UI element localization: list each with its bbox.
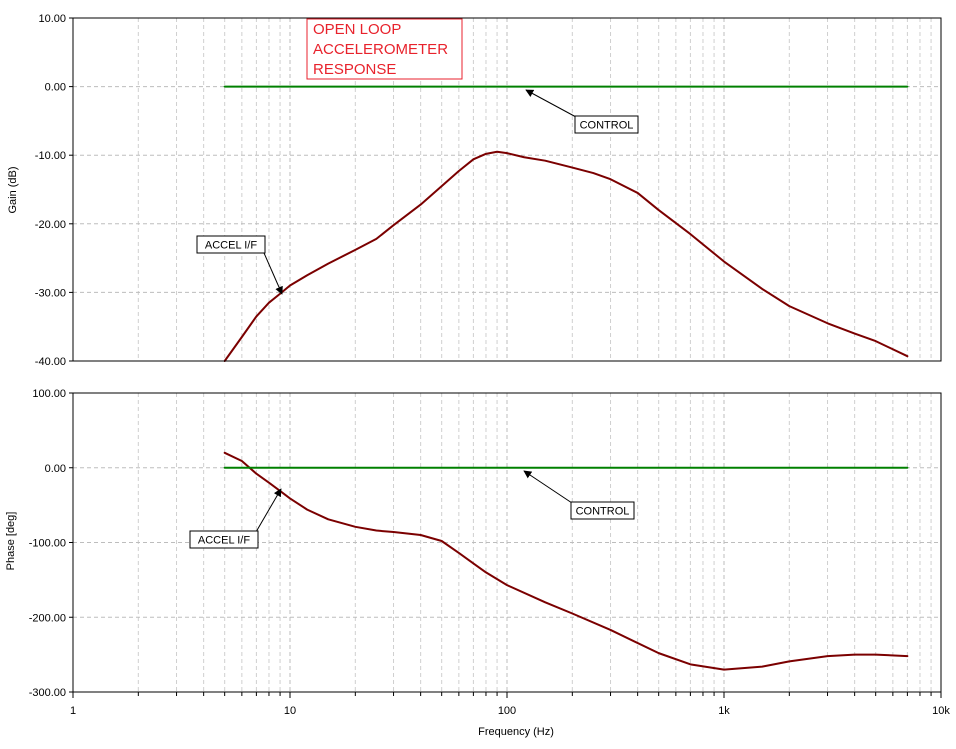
phase-y-ticks: 100.00 0.00 -100.00 -200.00 -300.00	[29, 388, 73, 699]
phase-annotation-label: ACCEL I/F	[198, 535, 250, 547]
gain-annotation-label: ACCEL I/F	[205, 240, 257, 252]
phase-annotations: CONTROL ACCEL I/F	[189, 470, 635, 549]
phase-plot: 100.00 0.00 -100.00 -200.00 -300.00 1 10 100 1k…	[5, 388, 950, 738]
phase-y-tick-label: 0.00	[45, 463, 66, 475]
chart-title-line-1: OPEN LOOP	[313, 21, 401, 38]
gain-y-axis-label: Gain (dB)	[7, 166, 19, 213]
x-tick-label: 100	[498, 705, 516, 717]
gain-series-accel	[223, 150, 909, 362]
gain-annotation-label: CONTROL	[580, 120, 634, 132]
gain-annotation-box	[574, 115, 639, 134]
phase-annotation-box	[189, 530, 259, 549]
phase-annotation-label: CONTROL	[576, 506, 630, 518]
gain-annotations: CONTROL ACCEL I/F	[196, 89, 639, 295]
chart-title-line-3: RESPONSE	[313, 61, 396, 78]
chart-title-box	[306, 18, 463, 80]
x-axis-label: Frequency (Hz)	[478, 726, 554, 738]
phase-y-tick-label: -300.00	[29, 687, 66, 699]
phase-annotation-box	[570, 501, 635, 520]
chart-title-line-2: ACCELEROMETER	[313, 41, 448, 58]
gain-y-ticks: 10.00 0.00 -10.00 -20.00 -30.00 -40.00	[35, 13, 73, 368]
gain-plot: 10.00 0.00 -10.00 -20.00 -30.00 -40.00 CONTRO…	[7, 13, 942, 368]
gain-y-tick-label: -40.00	[35, 356, 66, 368]
phase-plot-frame	[72, 392, 942, 693]
gain-y-tick-label: 10.00	[38, 13, 66, 25]
phase-series	[223, 451, 909, 671]
phase-y-tick-label: 100.00	[32, 388, 66, 400]
x-tick-label: 10	[284, 705, 296, 717]
phase-series-accel	[223, 451, 909, 671]
gain-series	[223, 85, 909, 362]
gain-annotation-box	[196, 235, 266, 254]
phase-y-tick-label: -100.00	[29, 538, 66, 550]
gain-y-tick-label: -30.00	[35, 287, 66, 299]
gain-annotation-arrow	[263, 252, 283, 295]
x-tick-label: 1k	[718, 705, 730, 717]
phase-y-tick-label: -200.00	[29, 612, 66, 624]
x-tick-label: 10k	[932, 705, 950, 717]
phase-x-ticks: 1 10 100 1k 10k	[70, 692, 950, 717]
gain-y-tick-label: -20.00	[35, 219, 66, 231]
chart-title: OPEN LOOP ACCELEROMETER RESPONSE	[306, 18, 463, 80]
gain-y-tick-label: -10.00	[35, 150, 66, 162]
gain-plot-frame	[72, 17, 942, 362]
phase-annotation-arrow	[523, 470, 573, 504]
x-tick-label: 1	[70, 705, 76, 717]
gain-y-tick-label: 0.00	[45, 82, 66, 94]
phase-annotation-arrow	[255, 488, 282, 533]
phase-y-axis-label: Phase [deg]	[5, 512, 17, 571]
gain-grid	[73, 18, 941, 361]
gain-annotation-arrow	[525, 89, 577, 118]
